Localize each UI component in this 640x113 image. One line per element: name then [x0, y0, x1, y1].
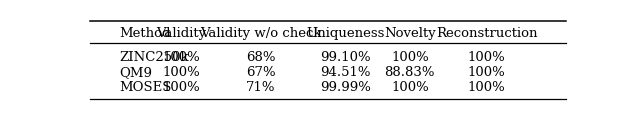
- Text: ZINC250k: ZINC250k: [120, 51, 189, 64]
- Text: 100%: 100%: [468, 80, 506, 93]
- Text: MOSES: MOSES: [120, 80, 172, 93]
- Text: Uniqueness: Uniqueness: [306, 27, 385, 40]
- Text: 88.83%: 88.83%: [385, 65, 435, 78]
- Text: 94.51%: 94.51%: [320, 65, 371, 78]
- Text: 100%: 100%: [163, 80, 200, 93]
- Text: 67%: 67%: [246, 65, 276, 78]
- Text: 99.10%: 99.10%: [320, 51, 371, 64]
- Text: 100%: 100%: [468, 65, 506, 78]
- Text: 100%: 100%: [163, 65, 200, 78]
- Text: Method: Method: [120, 27, 171, 40]
- Text: 100%: 100%: [163, 51, 200, 64]
- Text: 71%: 71%: [246, 80, 276, 93]
- Text: 100%: 100%: [391, 80, 429, 93]
- Text: Reconstruction: Reconstruction: [436, 27, 538, 40]
- Text: Novelty: Novelty: [384, 27, 436, 40]
- Text: 100%: 100%: [391, 51, 429, 64]
- Text: QM9: QM9: [120, 65, 153, 78]
- Text: 100%: 100%: [468, 51, 506, 64]
- Text: 68%: 68%: [246, 51, 276, 64]
- Text: 99.99%: 99.99%: [320, 80, 371, 93]
- Text: Validity: Validity: [157, 27, 207, 40]
- Text: Validity w/o check: Validity w/o check: [200, 27, 322, 40]
